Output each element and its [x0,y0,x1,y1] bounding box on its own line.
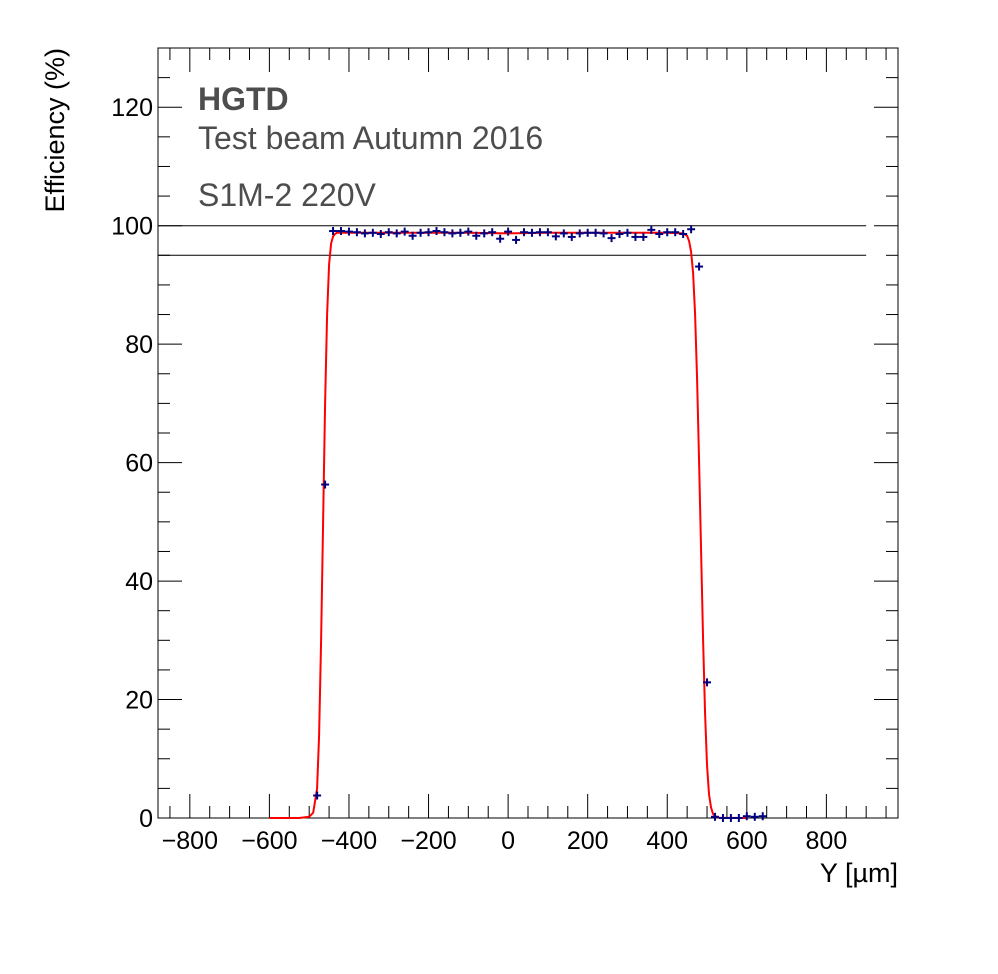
data-point [607,234,616,243]
data-points-layer [313,225,767,822]
annotation-experiment: HGTD [198,81,289,117]
data-point [416,228,425,237]
data-point [480,229,489,238]
data-point [671,228,680,237]
data-point [440,228,449,237]
data-point [337,227,345,236]
annotation-sensor: S1M-2 220V [198,177,377,213]
y-tick-label: 40 [125,568,153,596]
data-point [647,225,656,234]
y-tick-label: 20 [125,687,153,715]
data-point [758,812,767,821]
data-point [504,227,513,236]
data-point [726,814,735,822]
y-tick-label: 80 [125,331,153,359]
x-tick-labels: −800 −600 −400 −200 0 200 400 600 800 [162,827,848,855]
data-point [352,228,361,237]
data-point [488,228,497,237]
data-point [400,227,409,236]
y-tick-label: 100 [111,213,153,241]
y-tick-label: 120 [111,94,153,122]
x-tick-label: 600 [726,827,768,855]
x-tick-label: −800 [162,827,218,855]
data-point [615,229,624,238]
data-point [360,229,369,238]
data-point [631,232,640,241]
data-point [535,228,544,237]
data-point [528,228,536,237]
data-point [655,229,664,238]
data-point [384,228,393,237]
x-tick-label: 0 [501,827,515,855]
data-point [591,228,600,237]
data-point [313,791,322,800]
data-point [448,229,457,238]
data-point [344,227,353,236]
data-point [718,814,727,822]
data-point [368,228,377,237]
x-tick-label: −600 [241,827,297,855]
data-point [432,227,441,236]
y-axis-title: Efficiency (%) [40,48,70,213]
data-point [703,678,712,687]
data-point [687,225,696,234]
data-point [742,812,751,821]
data-point [559,229,568,238]
x-tick-label: 800 [806,827,848,855]
x-axis-title: Y [µm] [820,858,898,888]
data-point [583,228,592,237]
x-tick-label: −200 [400,827,456,855]
x-tick-label: 200 [567,827,609,855]
data-point [679,229,688,238]
data-point [456,228,465,237]
data-point [750,812,759,821]
x-tick-label: −400 [321,827,377,855]
data-point [512,235,521,244]
y-tick-labels: 0 20 40 60 80 100 120 [111,94,153,833]
annotation-test-beam: Test beam Autumn 2016 [198,120,543,156]
data-point [711,812,719,821]
data-point [424,228,433,237]
data-point [639,232,648,241]
data-point [695,262,704,271]
data-point [408,231,417,240]
data-point [376,229,385,238]
data-point [575,229,584,238]
data-point [567,232,576,241]
data-point [472,231,481,240]
data-point [551,232,560,241]
data-point [623,228,632,237]
data-point [329,227,338,236]
data-point [392,229,401,238]
data-point [520,228,528,237]
y-tick-label: 0 [139,805,153,833]
y-tick-label: 60 [125,450,153,478]
data-point [464,227,473,236]
data-point [599,229,608,238]
data-point [321,480,330,489]
data-point [734,814,743,822]
reference-lines [158,225,867,256]
data-point [496,234,505,243]
x-tick-label: 400 [646,827,688,855]
data-point [663,228,672,237]
data-point [543,228,552,237]
